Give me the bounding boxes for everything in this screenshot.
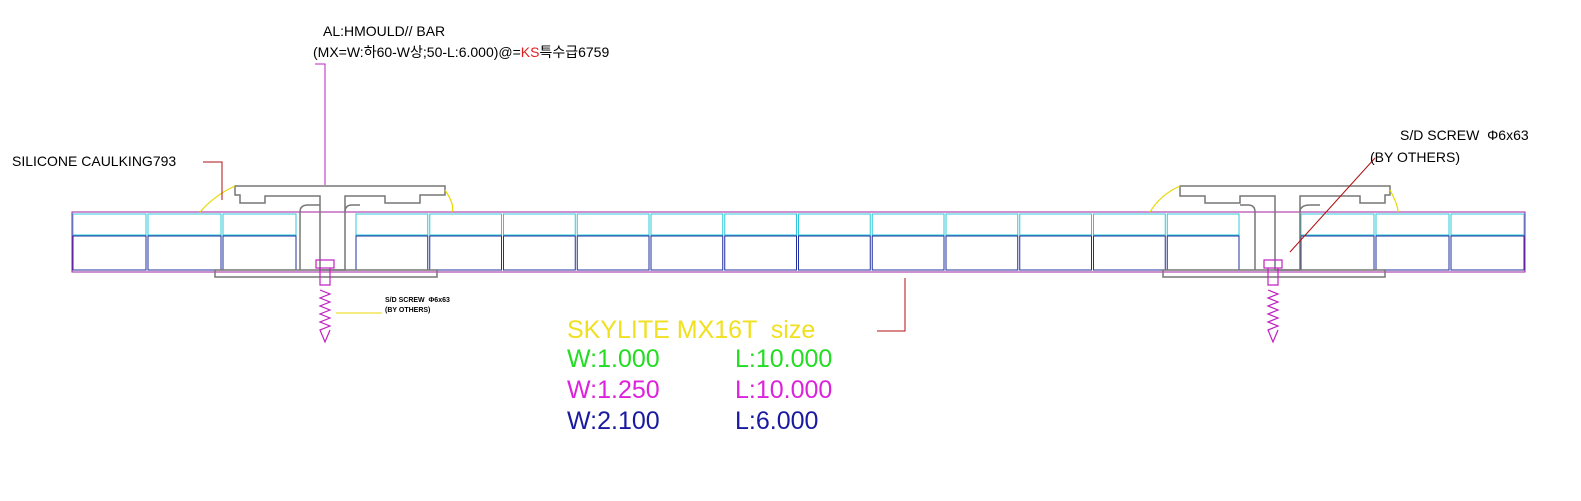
spec-text: 특수급6759 — [539, 44, 609, 60]
cell-bottom — [724, 235, 797, 271]
cell-bottom — [72, 235, 147, 271]
cell-bottom — [147, 235, 222, 271]
legend-width: W:1.000 — [567, 345, 660, 373]
cell-top — [1300, 213, 1375, 236]
cell-top — [871, 213, 945, 236]
cell-top — [798, 213, 871, 236]
legend-length: L:10.000 — [735, 376, 832, 404]
cell-bottom — [945, 235, 1019, 271]
cell-top — [650, 213, 724, 236]
bar-spec: (MX=W:하60-W상;50-L:6.000)@=KS특수급6759 — [313, 44, 609, 60]
cell-bottom — [429, 235, 502, 271]
panel-outline — [71, 211, 1526, 273]
cell-top — [576, 213, 650, 236]
cell-top — [222, 213, 297, 236]
cell-bottom — [871, 235, 945, 271]
cell-bottom — [1450, 235, 1525, 271]
spec-text: (MX=W:하60-W상;50-L:6.000)@= — [313, 44, 521, 60]
spec-highlight: KS — [521, 44, 540, 60]
cell-bottom — [1375, 235, 1450, 271]
cell-bottom — [1166, 235, 1240, 271]
cell-bottom — [355, 235, 429, 271]
legend: W:1.000 L:10.000 W:1.250 L:10.000 W:2.100 L:6… — [567, 345, 832, 435]
bar-label: AL:HMOULD// BAR — [323, 23, 445, 39]
screw-label: S/D SCREW Φ6x63 — [1400, 127, 1529, 143]
cell-bottom — [650, 235, 724, 271]
legend-length: L:6.000 — [735, 407, 818, 435]
legend-length: L:10.000 — [735, 345, 832, 373]
cell-bottom — [1019, 235, 1092, 271]
cell-top — [945, 213, 1019, 236]
screw-left — [315, 259, 335, 344]
cell-bottom — [798, 235, 871, 271]
screw-label-small: (BY OTHERS) — [385, 307, 430, 314]
cell-top — [147, 213, 222, 236]
cell-top — [1450, 213, 1525, 236]
cell-bottom — [1093, 235, 1166, 271]
screw-right — [1263, 259, 1283, 344]
legend-title: SKYLITE MX16T size — [567, 316, 815, 344]
screw-label: (BY OTHERS) — [1370, 149, 1460, 165]
panel-cells — [72, 213, 1525, 271]
cell-top — [72, 213, 147, 236]
cell-bottom — [576, 235, 650, 271]
legend-width: W:1.250 — [567, 376, 660, 404]
legend-width: W:2.100 — [567, 407, 660, 435]
caulking — [1149, 185, 1399, 213]
cell-top — [1166, 213, 1240, 236]
h-bar-right — [1162, 185, 1391, 278]
cell-bottom — [503, 235, 576, 271]
cell-top — [1093, 213, 1166, 236]
screw-label-small: S/D SCREW Φ6x63 — [385, 297, 450, 304]
cell-top — [429, 213, 502, 236]
cell-top — [355, 213, 429, 236]
caulking-label: SILICONE CAULKING793 — [12, 153, 176, 169]
cell-bottom — [222, 235, 297, 271]
cell-top — [503, 213, 576, 236]
cell-top — [1019, 213, 1092, 236]
cell-bottom — [1300, 235, 1375, 271]
cell-top — [724, 213, 797, 236]
cell-top — [1375, 213, 1450, 236]
caulking — [199, 185, 454, 213]
h-bar-left — [214, 185, 446, 278]
leaders — [203, 63, 1376, 332]
